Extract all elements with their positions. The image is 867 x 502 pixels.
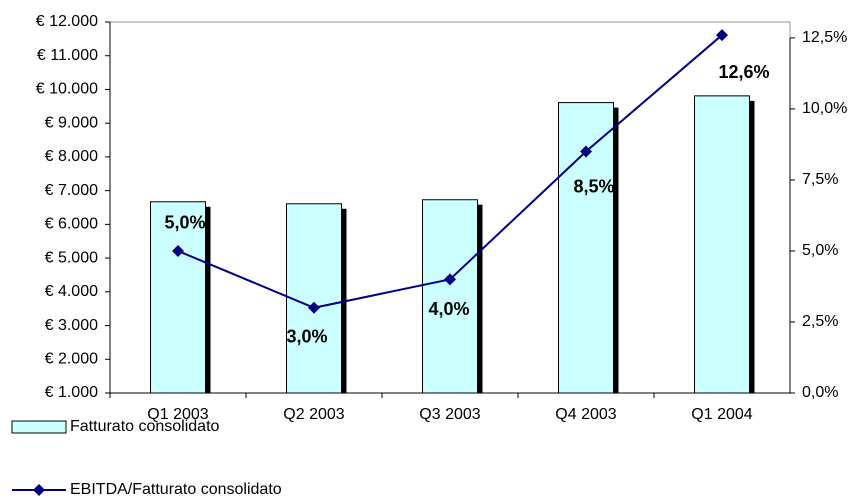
value-label: 4,0%	[428, 299, 469, 319]
y-tick-label: € 7.000	[45, 182, 98, 199]
value-label: 3,0%	[286, 327, 327, 347]
value-label: 5,0%	[164, 213, 205, 233]
x-tick-label: Q1 2004	[691, 406, 752, 423]
y-tick-label: € 1.000	[45, 384, 98, 401]
y-tick-label: € 3.000	[45, 317, 98, 334]
x-tick-label: Q2 2003	[283, 406, 344, 423]
x-tick-label: Q1 2003	[147, 406, 208, 423]
y-tick-label: € 9.000	[45, 114, 98, 131]
x-tick-label: Q3 2003	[419, 406, 480, 423]
legend-label: Fatturato consolidato	[70, 418, 220, 435]
marker	[308, 301, 320, 314]
bar	[694, 95, 750, 394]
legend-label: EBITDA/Fatturato consolidato	[70, 481, 282, 498]
marker	[716, 29, 728, 42]
y-tick-label: € 4.000	[45, 283, 98, 300]
legend-marker	[33, 484, 45, 496]
x-tick-label: Q4 2003	[555, 406, 616, 423]
bar	[422, 199, 478, 394]
y2-tick-label: 2,5%	[802, 313, 838, 330]
legend-swatch	[11, 420, 67, 434]
y-tick-label: € 5.000	[45, 249, 98, 266]
y2-tick-label: 5,0%	[802, 242, 838, 259]
y-tick-label: € 10.000	[36, 81, 98, 98]
y-tick-label: € 2.000	[45, 350, 98, 367]
y-tick-label: € 12.000	[36, 13, 98, 30]
bar	[286, 203, 342, 394]
marker	[580, 145, 592, 158]
y2-tick-label: 7,5%	[802, 171, 838, 188]
marker	[172, 244, 184, 257]
y2-tick-label: 10,0%	[802, 100, 847, 117]
marker	[444, 273, 456, 286]
value-label: 12,6%	[718, 62, 769, 82]
value-label: 8,5%	[573, 176, 614, 196]
y-tick-label: € 8.000	[45, 148, 98, 165]
y-tick-label: € 6.000	[45, 216, 98, 233]
y2-tick-label: 12,5%	[802, 29, 847, 46]
bar	[150, 201, 206, 394]
y-tick-label: € 11.000	[37, 47, 98, 64]
y2-tick-label: 0,0%	[802, 384, 838, 401]
